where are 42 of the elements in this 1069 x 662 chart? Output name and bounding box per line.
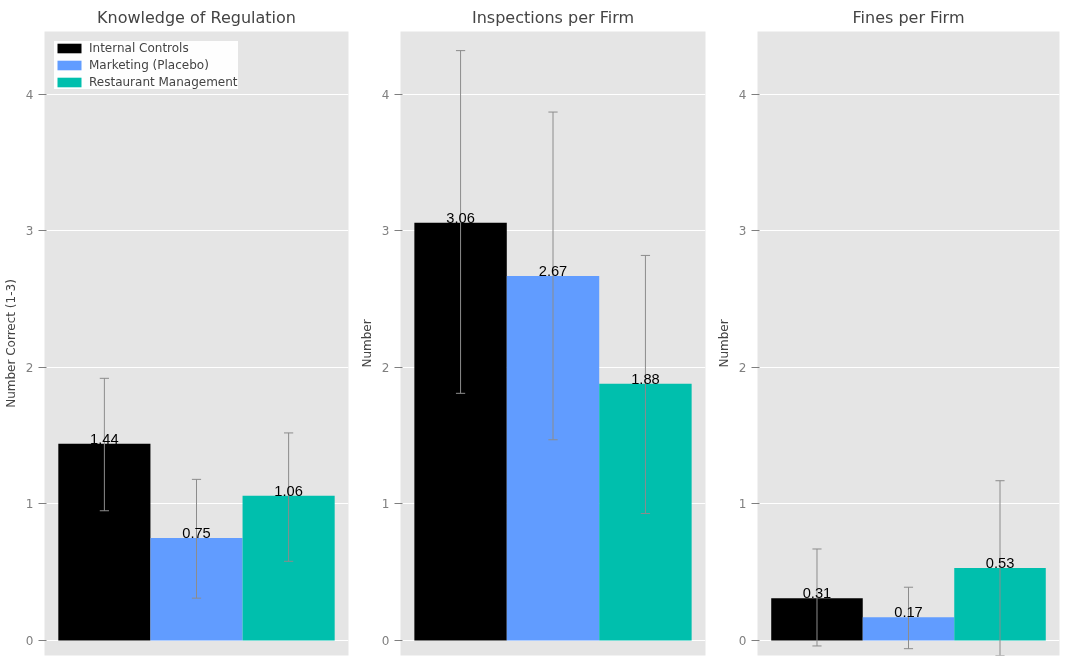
- chart-title: Knowledge of Regulation: [97, 7, 296, 27]
- bar: [506, 275, 600, 641]
- data-label: 1.88: [631, 370, 660, 387]
- bar: [242, 495, 335, 641]
- y-tick-label: 2: [738, 360, 747, 375]
- y-axis-title: Number: [716, 319, 731, 368]
- y-tick-label: 1: [381, 497, 390, 512]
- bar: [954, 568, 1046, 641]
- y-tick-label: 4: [381, 87, 390, 102]
- y-tick-label: 3: [381, 224, 390, 239]
- data-label: 1.06: [274, 482, 303, 499]
- bar: [599, 383, 692, 641]
- data-label: 0.53: [985, 555, 1015, 572]
- y-tick-label: 0: [25, 633, 34, 648]
- data-label: 1.44: [90, 430, 119, 447]
- data-label: 0.17: [894, 604, 923, 621]
- y-tick-label: 3: [738, 224, 747, 239]
- legend-label: Marketing (Placebo): [89, 58, 209, 72]
- bar: [771, 598, 863, 641]
- legend-label: Internal Controls: [89, 41, 189, 55]
- chart-title: Inspections per Firm: [471, 7, 635, 27]
- y-tick-label: 0: [738, 633, 747, 648]
- bar: [150, 538, 243, 641]
- bar: [862, 617, 955, 641]
- y-tick-label: 4: [25, 87, 34, 102]
- y-tick-label: 0: [381, 633, 390, 648]
- y-tick-label: 4: [738, 87, 747, 102]
- y-tick-label: 1: [738, 497, 747, 512]
- y-axis-title: Number: [359, 319, 374, 368]
- chart-title: Fines per Firm: [852, 7, 965, 27]
- y-axis-title: Number Correct (1-3): [3, 279, 18, 408]
- bar: [414, 222, 507, 641]
- y-tick-label: 1: [25, 497, 34, 512]
- data-label: 0.31: [802, 585, 832, 602]
- data-label: 0.75: [182, 525, 211, 542]
- y-tick-label: 3: [25, 224, 34, 239]
- data-label: 3.06: [446, 209, 475, 226]
- y-tick-label: 2: [25, 360, 34, 375]
- legend-label: Restaurant Management: [89, 75, 238, 89]
- y-tick-label: 2: [381, 360, 390, 375]
- bar: [58, 443, 151, 641]
- data-label: 2.67: [538, 262, 568, 279]
